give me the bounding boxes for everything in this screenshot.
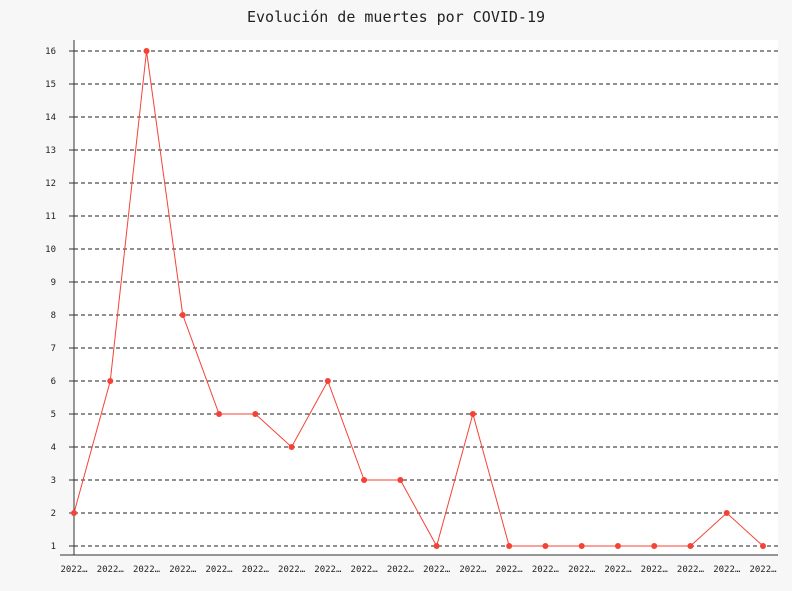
data-point — [723, 510, 730, 516]
data-point — [143, 48, 150, 54]
data-point — [288, 444, 295, 450]
x-tick-label: 2022… — [351, 565, 379, 575]
data-point — [361, 477, 368, 483]
y-tick-label: 15 — [45, 80, 56, 90]
grid-lines — [69, 50, 778, 547]
x-tick-label: 2022… — [496, 565, 524, 575]
data-point — [324, 378, 331, 384]
data-point — [433, 543, 440, 549]
series-line — [73, 50, 764, 548]
y-tick-label: 11 — [45, 212, 56, 222]
x-tick-label: 2022… — [97, 565, 125, 575]
y-tick-label: 7 — [51, 344, 56, 354]
x-tick-label: 2022… — [604, 565, 632, 575]
x-tick-label: 2022… — [677, 565, 705, 575]
y-tick-label: 13 — [45, 146, 56, 156]
data-point — [252, 411, 259, 417]
y-tick-label: 5 — [51, 410, 56, 420]
x-tick-label: 2022… — [749, 565, 777, 575]
x-tick-label: 2022… — [713, 565, 741, 575]
data-point — [179, 312, 186, 318]
y-tick-label: 2 — [51, 509, 56, 519]
axes — [60, 40, 778, 556]
x-tick-label: 2022… — [314, 565, 342, 575]
data-point — [687, 543, 694, 549]
y-tick-label: 4 — [51, 443, 56, 453]
data-point — [614, 543, 621, 549]
y-tick-label: 9 — [51, 278, 56, 288]
x-tick-label: 2022… — [242, 565, 270, 575]
data-point — [107, 378, 114, 384]
y-tick-label: 12 — [45, 179, 56, 189]
y-tick-label: 14 — [45, 113, 56, 123]
data-point — [651, 543, 658, 549]
x-tick-label: 2022… — [459, 565, 487, 575]
y-tick-label: 16 — [45, 47, 56, 57]
x-tick-label: 2022… — [532, 565, 560, 575]
data-point — [71, 510, 77, 516]
x-tick-label: 2022… — [133, 565, 161, 575]
x-tick-labels: 2022… 2022… 2022… 2022… 2022… 2022… 2022… 2022…… — [60, 565, 777, 575]
data-point — [506, 543, 513, 549]
data-point — [542, 543, 549, 549]
x-tick-label: 2022… — [568, 565, 596, 575]
x-tick-label: 2022… — [206, 565, 234, 575]
y-tick-label: 6 — [51, 377, 56, 387]
data-point — [216, 411, 223, 417]
data-point — [578, 543, 585, 549]
data-point — [397, 477, 404, 483]
x-tick-label: 2022… — [641, 565, 669, 575]
y-tick-label: 10 — [45, 245, 56, 255]
x-tick-label: 2022… — [169, 565, 197, 575]
plot-area — [74, 40, 778, 554]
y-tick-label: 8 — [51, 311, 56, 321]
x-tick-label: 2022… — [423, 565, 451, 575]
series-group — [71, 48, 766, 549]
data-point — [760, 543, 766, 549]
y-tick-label: 3 — [51, 476, 56, 486]
y-tick-label: 1 — [51, 542, 56, 552]
x-tick-label: 2022… — [278, 565, 306, 575]
data-point — [469, 411, 476, 417]
x-tick-label: 2022… — [60, 565, 88, 575]
x-tick-label: 2022… — [387, 565, 415, 575]
chart-title: Evolución de muertes por COVID-19 — [246, 8, 545, 26]
